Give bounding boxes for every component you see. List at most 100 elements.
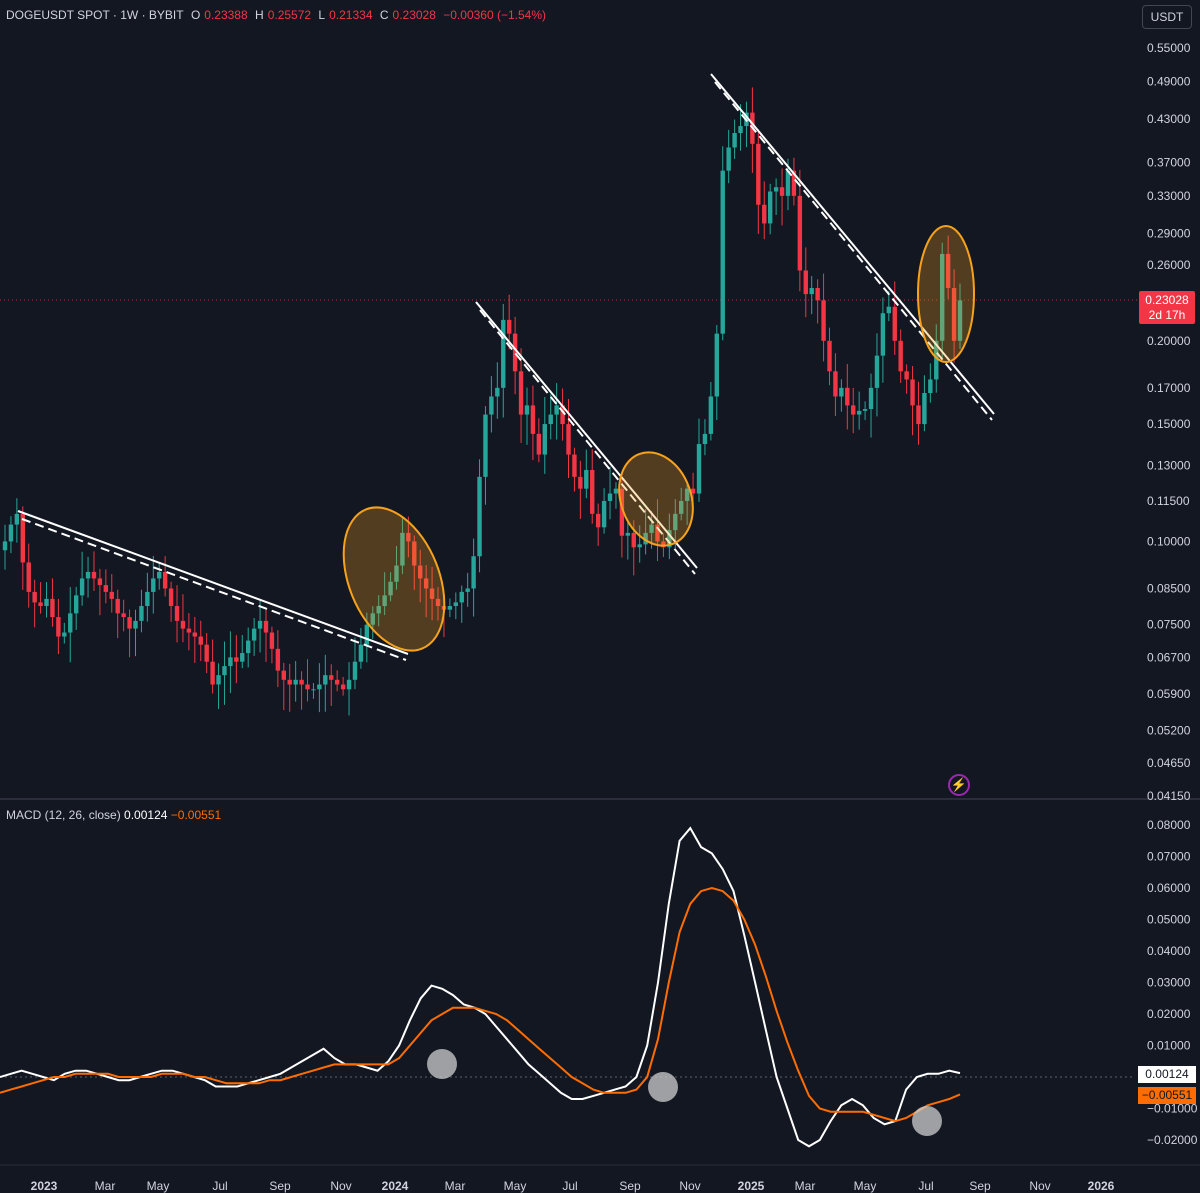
- candle-body: [406, 532, 411, 542]
- candle-body: [204, 644, 209, 662]
- candle-body: [68, 613, 73, 633]
- candle-body: [364, 624, 370, 645]
- candle-body: [346, 679, 352, 690]
- trendline-solid: [17, 510, 409, 655]
- price-tick-label: 0.05900: [1147, 687, 1191, 701]
- macd-tick-label: 0.05000: [1147, 913, 1191, 927]
- candle-body: [400, 532, 405, 566]
- time-tick-label: 2026: [1088, 1179, 1115, 1193]
- candle-body: [661, 541, 666, 548]
- candle-body: [56, 617, 61, 637]
- candle-body: [174, 606, 180, 621]
- candle-body: [263, 620, 269, 633]
- price-tick-label: 0.37000: [1147, 156, 1191, 170]
- candle-body: [73, 595, 79, 614]
- candle-body: [578, 476, 583, 489]
- candle-body: [299, 679, 304, 685]
- candle-body: [951, 288, 957, 341]
- price-tick-label: 0.04150: [1147, 789, 1191, 803]
- macd-header-value: 0.00124: [124, 808, 168, 822]
- candle-body: [245, 640, 251, 654]
- candle-body: [103, 585, 109, 592]
- candle-body: [530, 405, 536, 434]
- candle-body: [305, 684, 310, 690]
- candle-body: [62, 632, 67, 637]
- price-tick-label: 0.17000: [1147, 381, 1191, 395]
- candle-body: [477, 476, 482, 557]
- candle-body: [447, 606, 453, 610]
- candle-body: [762, 204, 767, 224]
- macd-name: MACD (12, 26, close): [6, 808, 121, 822]
- candle-body: [922, 393, 927, 425]
- candle-body: [572, 454, 577, 477]
- candle-body: [287, 679, 292, 685]
- candle-body: [26, 562, 31, 592]
- time-tick-label: Jul: [918, 1179, 933, 1193]
- candle-body: [127, 617, 132, 629]
- candle-body: [275, 648, 281, 671]
- close-label: C: [379, 8, 389, 22]
- candle-body: [334, 679, 340, 685]
- candle-body: [809, 288, 814, 295]
- breakout-highlight-ellipse: [342, 506, 446, 652]
- candle-body: [839, 387, 844, 397]
- candle-body: [880, 313, 886, 356]
- candle-body: [145, 591, 150, 607]
- candle-body: [862, 409, 868, 411]
- time-tick-label: 2025: [738, 1179, 765, 1193]
- candle-body: [767, 191, 773, 224]
- symbol-label[interactable]: DOGEUSDT SPOT · 1W · BYBIT: [6, 8, 184, 22]
- candle-body: [14, 513, 20, 525]
- time-tick-label: Nov: [1029, 1179, 1050, 1193]
- macd-tick-label: 0.08000: [1147, 818, 1191, 832]
- time-tick-label: Sep: [619, 1179, 641, 1193]
- price-tick-label: 0.06700: [1147, 650, 1191, 664]
- candle-body: [423, 578, 429, 589]
- candle-body: [945, 253, 951, 289]
- candle-body: [20, 513, 25, 563]
- candle-body: [667, 530, 672, 548]
- candle-body: [32, 591, 37, 603]
- time-tick-label: Sep: [269, 1179, 291, 1193]
- macd-tick-label: 0.03000: [1147, 976, 1191, 990]
- price-tick-label: 0.55000: [1147, 41, 1191, 55]
- candle-body: [631, 532, 636, 548]
- time-tick-label: Mar: [95, 1179, 116, 1193]
- candle-body: [293, 679, 298, 685]
- price-tick-label: 0.49000: [1147, 74, 1191, 88]
- candle-body: [281, 670, 286, 680]
- candle-body: [192, 632, 198, 637]
- candle-body: [489, 396, 494, 415]
- macd-tick-label: 0.02000: [1147, 1007, 1191, 1021]
- candle-body: [714, 333, 720, 397]
- signal-value-badge: −0.00551: [1138, 1087, 1196, 1104]
- candle-body: [518, 371, 524, 415]
- time-tick-label: May: [147, 1179, 170, 1193]
- candle-body: [803, 270, 808, 295]
- candle-body: [607, 493, 613, 501]
- candle-body: [79, 578, 85, 596]
- candle-body: [115, 598, 120, 614]
- candle-body: [845, 387, 850, 406]
- candle-body: [2, 541, 8, 551]
- candle-body: [524, 405, 530, 415]
- candle-body: [216, 675, 221, 685]
- candle-body: [827, 340, 832, 372]
- candle-body: [234, 657, 239, 662]
- lightning-icon[interactable]: ⚡: [948, 774, 970, 796]
- macd-header[interactable]: MACD (12, 26, close) 0.00124 −0.00551: [6, 808, 221, 822]
- candle-body: [162, 571, 168, 589]
- candle-body: [584, 469, 589, 489]
- candle-body: [323, 675, 328, 685]
- candle-body: [940, 253, 945, 341]
- candle-body: [856, 410, 862, 415]
- macd-series-line: [0, 886, 961, 1123]
- candle-body: [459, 591, 464, 603]
- high-label: H: [255, 8, 264, 22]
- price-tick-label: 0.05200: [1147, 724, 1191, 738]
- price-tick-label: 0.04650: [1147, 756, 1191, 770]
- candle-body: [601, 500, 607, 528]
- currency-button[interactable]: USDT: [1142, 5, 1192, 29]
- candle-body: [916, 405, 921, 425]
